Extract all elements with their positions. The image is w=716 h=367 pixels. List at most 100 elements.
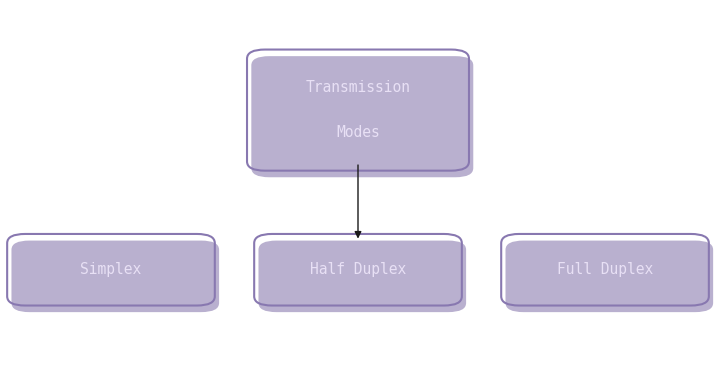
Bar <box>265 153 451 155</box>
Bar <box>272 276 444 278</box>
Bar <box>25 279 197 280</box>
Bar <box>519 265 691 266</box>
Bar <box>272 274 444 275</box>
Bar <box>25 246 197 247</box>
Bar <box>272 278 444 280</box>
Bar <box>519 252 691 253</box>
Bar <box>519 254 691 255</box>
Bar <box>519 244 691 245</box>
Bar <box>265 127 451 129</box>
Bar <box>272 279 444 280</box>
Bar <box>272 268 444 269</box>
Bar <box>25 261 197 263</box>
Bar <box>519 252 691 254</box>
Bar <box>519 269 691 270</box>
Bar <box>265 122 451 124</box>
Bar <box>25 252 197 253</box>
Bar <box>272 258 444 259</box>
Bar <box>519 268 691 269</box>
Bar <box>265 67 451 69</box>
Bar <box>265 65 451 67</box>
Bar <box>265 77 451 79</box>
Bar <box>265 92 451 95</box>
Bar <box>519 259 691 260</box>
Bar <box>25 267 197 268</box>
Bar <box>25 284 197 286</box>
Bar <box>25 256 197 257</box>
Bar <box>25 269 197 270</box>
Bar <box>519 289 691 290</box>
Bar <box>272 289 444 290</box>
Bar <box>272 290 444 291</box>
Bar <box>272 286 444 287</box>
Bar <box>265 123 451 126</box>
Bar <box>519 291 691 293</box>
Bar <box>519 274 691 275</box>
Bar <box>272 269 444 270</box>
Bar <box>265 82 451 84</box>
Bar <box>519 284 691 286</box>
Bar <box>265 74 451 76</box>
Bar <box>519 284 691 285</box>
Bar <box>25 262 197 264</box>
Bar <box>272 295 444 297</box>
Bar <box>25 287 197 288</box>
Bar <box>519 257 691 258</box>
Bar <box>25 274 197 275</box>
Bar <box>25 283 197 284</box>
Bar <box>265 76 451 77</box>
Bar <box>265 128 451 131</box>
Bar <box>265 108 451 110</box>
Bar <box>265 63 451 66</box>
Bar <box>25 290 197 291</box>
Bar <box>265 139 451 141</box>
Bar <box>272 280 444 281</box>
Bar <box>272 254 444 255</box>
Bar <box>519 291 691 292</box>
Bar <box>272 293 444 295</box>
Bar <box>25 259 197 260</box>
Bar <box>265 106 451 108</box>
Bar <box>265 120 451 122</box>
Bar <box>272 263 444 264</box>
Bar <box>272 243 444 244</box>
Bar <box>265 70 451 72</box>
Bar <box>519 261 691 263</box>
Bar <box>265 130 451 132</box>
Bar <box>272 265 444 266</box>
Bar <box>519 263 691 264</box>
Bar <box>25 293 197 295</box>
Bar <box>272 256 444 257</box>
Bar <box>265 135 451 138</box>
Bar <box>265 154 451 156</box>
Bar <box>519 276 691 277</box>
Bar <box>272 249 444 250</box>
Bar <box>519 281 691 282</box>
Bar <box>519 264 691 265</box>
Bar <box>25 252 197 254</box>
Bar <box>519 283 691 284</box>
Bar <box>272 291 444 292</box>
Bar <box>265 96 451 98</box>
Bar <box>25 266 197 267</box>
Bar <box>272 244 444 245</box>
Bar <box>265 115 451 117</box>
Bar <box>519 279 691 280</box>
Bar <box>519 270 691 272</box>
Bar <box>265 105 451 107</box>
Bar <box>519 244 691 246</box>
Bar <box>272 261 444 263</box>
Bar <box>265 158 451 160</box>
Bar <box>265 81 451 83</box>
Bar <box>519 246 691 247</box>
Bar <box>272 275 444 276</box>
Bar <box>519 256 691 257</box>
Bar <box>519 287 691 288</box>
Bar <box>25 265 197 266</box>
Bar <box>25 278 197 280</box>
Bar <box>25 280 197 281</box>
Bar <box>272 266 444 267</box>
Bar <box>25 247 197 248</box>
Bar <box>265 98 451 100</box>
Bar <box>265 117 451 119</box>
